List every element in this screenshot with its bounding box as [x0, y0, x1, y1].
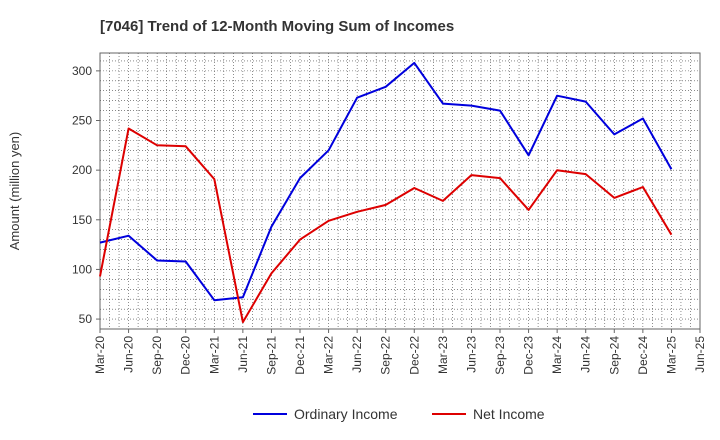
- x-tick-label: Mar-20: [93, 336, 107, 374]
- y-tick-label: 250: [72, 114, 92, 128]
- legend: Ordinary Income Net Income: [253, 406, 545, 422]
- y-tick-label: 200: [72, 163, 92, 177]
- grid: [100, 53, 700, 329]
- x-tick-label: Mar-23: [436, 336, 450, 374]
- series-lines: [99, 61, 673, 324]
- x-tick-label: Mar-25: [664, 336, 678, 374]
- x-tick-label: Sep-24: [607, 336, 621, 375]
- y-tick-label: 50: [79, 312, 93, 326]
- series-line-ordinary-income: [99, 61, 673, 302]
- x-tick-label: Jun-25: [693, 336, 707, 373]
- chart-title: [7046] Trend of 12-Month Moving Sum of I…: [100, 18, 454, 35]
- x-tick-label: Sep-23: [493, 336, 507, 375]
- y-tick-label: 150: [72, 213, 92, 227]
- legend-label: Net Income: [473, 406, 545, 422]
- y-axis-ticks: 50 100 150 200 250 300: [72, 64, 100, 326]
- x-tick-label: Jun-20: [122, 336, 136, 373]
- x-tick-label: Jun-23: [464, 336, 478, 373]
- series-line-net-income: [99, 127, 673, 324]
- x-tick-label: Sep-20: [150, 336, 164, 375]
- x-tick-label: Mar-21: [207, 336, 221, 374]
- x-tick-label: Dec-23: [522, 336, 536, 375]
- x-tick-label: Mar-24: [550, 336, 564, 374]
- x-tick-label: Dec-20: [179, 336, 193, 375]
- x-tick-label: Sep-22: [379, 336, 393, 375]
- x-tick-label: Jun-24: [579, 336, 593, 373]
- x-tick-label: Jun-21: [236, 336, 250, 373]
- legend-label: Ordinary Income: [294, 406, 398, 422]
- x-tick-label: Dec-22: [407, 336, 421, 375]
- x-axis-ticks: Mar-20 Jun-20 Sep-20 Dec-20 Mar-21 Jun-21 Sep-…: [93, 329, 707, 375]
- plot-area: [99, 52, 701, 330]
- x-tick-label: Dec-24: [636, 336, 650, 375]
- x-tick-label: Mar-22: [322, 336, 336, 374]
- x-tick-label: Jun-22: [350, 336, 364, 373]
- y-axis-label: Amount (million yen): [7, 132, 22, 251]
- x-tick-label: Dec-21: [293, 336, 307, 375]
- x-tick-label: Sep-21: [264, 336, 278, 375]
- y-tick-label: 100: [72, 262, 92, 276]
- y-tick-label: 300: [72, 64, 92, 78]
